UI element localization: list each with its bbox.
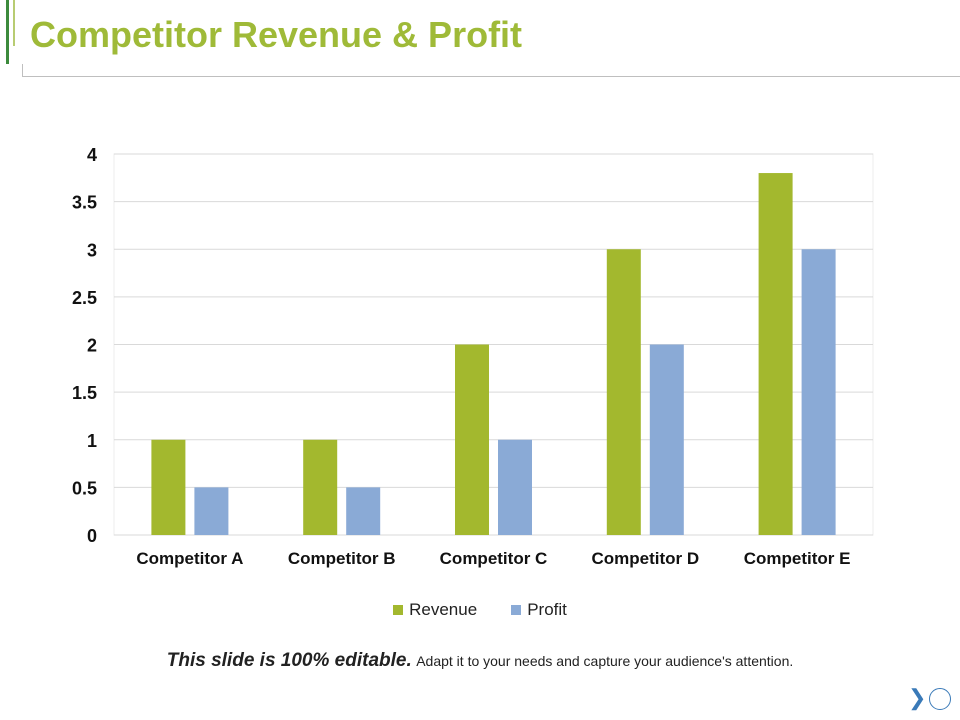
bar-revenue-3	[455, 344, 489, 535]
chevron-right-icon[interactable]: ❯	[908, 685, 927, 710]
bar-profit-1	[194, 487, 229, 535]
y-tick-label: 3.5	[72, 193, 97, 213]
title-rule	[22, 76, 960, 77]
accent-bar-dark	[6, 0, 9, 64]
legend-label-profit: Profit	[527, 600, 567, 619]
y-tick-label: 0	[87, 526, 97, 546]
y-tick-label: 1	[87, 431, 97, 451]
page-title: Competitor Revenue & Profit	[30, 14, 523, 55]
bar-revenue-5	[758, 173, 793, 536]
x-tick-label: Competitor E	[744, 549, 851, 568]
legend-label-revenue: Revenue	[409, 600, 478, 619]
bar-profit-3	[498, 439, 532, 535]
y-tick-label: 3	[87, 240, 97, 260]
chart-legend: Revenue Profit	[0, 598, 960, 622]
x-tick-label: Competitor B	[288, 549, 396, 568]
y-tick-label: 4	[87, 145, 97, 165]
x-tick-label: Competitor A	[136, 549, 243, 568]
title-rule-tick	[22, 64, 23, 77]
x-tick-label: Competitor C	[440, 549, 548, 568]
x-tick-label: Competitor D	[591, 549, 699, 568]
legend-item-profit: Profit	[511, 600, 567, 620]
footer-note-strong: This slide is 100% editable.	[166, 650, 412, 671]
bar-revenue-4	[606, 249, 641, 535]
legend-swatch-profit	[511, 605, 522, 615]
y-tick-label: 1.5	[72, 383, 97, 403]
bar-profit-2	[346, 487, 381, 535]
legend-swatch-revenue	[393, 605, 404, 615]
y-tick-label: 2	[87, 336, 97, 356]
bar-revenue-1	[151, 439, 186, 535]
footer-note: This slide is 100% editable. Adapt it to…	[0, 650, 960, 672]
bar-profit-5	[801, 249, 836, 535]
circle-icon[interactable]	[929, 688, 951, 710]
legend-item-revenue: Revenue	[393, 600, 477, 620]
accent-bar-light	[13, 0, 15, 46]
footer-note-rest: Adapt it to your needs and capture your …	[416, 653, 794, 669]
bar-revenue-2	[303, 439, 338, 535]
y-tick-label: 2.5	[72, 288, 97, 308]
y-tick-label: 0.5	[72, 478, 97, 498]
bar-profit-4	[649, 344, 684, 535]
bar-chart: 0 0.5 1 1.5 2 2.5 3 3.5 4 Competitor A Competitor …	[72, 145, 874, 568]
